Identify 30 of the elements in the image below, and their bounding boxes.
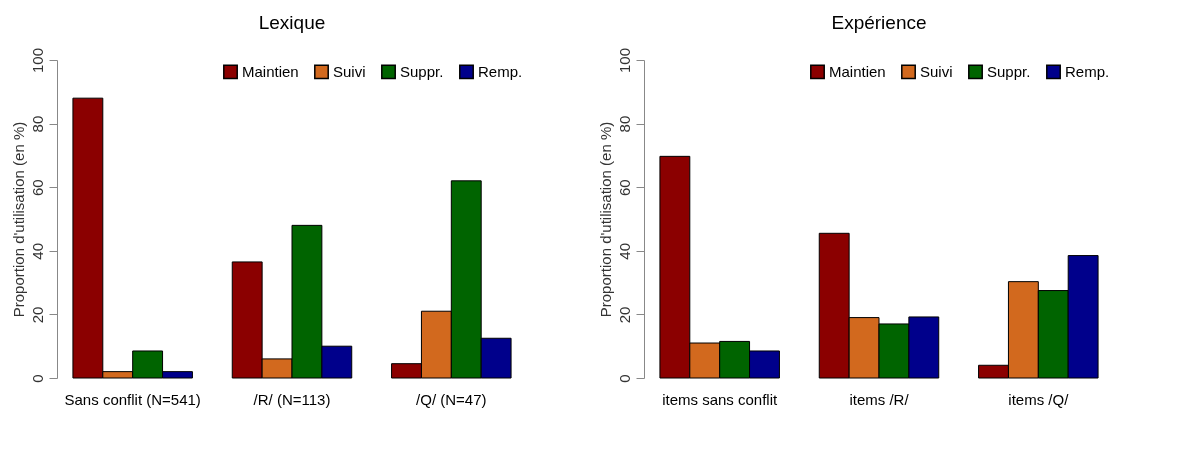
y-axis-title: Proportion d'utilisation (en %) [596, 121, 614, 318]
x-tick-label: /Q/ (N=47) [416, 390, 487, 408]
x-tick-label: Sans conflit (N=541) [64, 390, 201, 408]
legend-label: Maintien [242, 62, 299, 80]
legend-label: Suivi [333, 62, 366, 80]
y-tick-label: 100 [615, 47, 633, 74]
x-tick-label: items /Q/ [1008, 390, 1070, 408]
legend-label: Suppr. [400, 62, 444, 80]
legend-label: Remp. [478, 62, 523, 80]
y-tick-label: 100 [28, 47, 46, 74]
y-tick-label: 40 [28, 242, 46, 260]
x-tick-label: items sans conflit [662, 390, 779, 408]
y-tick-label: 0 [28, 374, 46, 383]
legend-label: Suivi [920, 62, 953, 80]
y-tick-label: 20 [28, 306, 46, 324]
legend-label: Maintien [829, 62, 886, 80]
y-tick-label: 40 [615, 242, 633, 260]
chart-title: Expérience [831, 12, 927, 34]
x-tick-label: /R/ (N=113) [253, 390, 331, 408]
y-tick-label: 80 [615, 115, 633, 133]
y-tick-label: 80 [28, 115, 46, 133]
legend-label: Suppr. [987, 62, 1031, 80]
legend-label: Remp. [1065, 62, 1110, 80]
y-tick-label: 20 [615, 306, 633, 324]
y-tick-label: 60 [615, 179, 633, 197]
x-tick-label: items /R/ [849, 390, 910, 408]
y-axis-title: Proportion d'utilisation (en %) [9, 121, 27, 318]
chart-title: Lexique [258, 12, 326, 34]
y-tick-label: 60 [28, 179, 46, 197]
y-tick-label: 0 [615, 374, 633, 383]
